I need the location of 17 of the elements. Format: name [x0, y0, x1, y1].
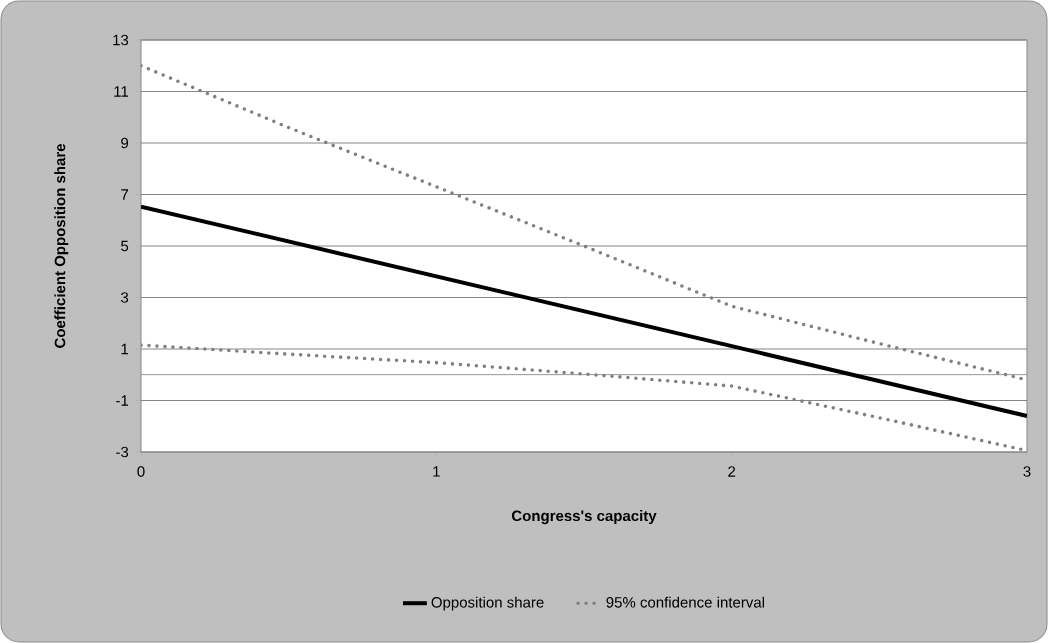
legend-label: Opposition share: [431, 596, 544, 611]
y-tick-label: 13: [113, 34, 129, 46]
y-tick-label: 5: [121, 240, 129, 252]
x-tick-label: 0: [137, 466, 145, 477]
x-tick-label: 3: [1023, 466, 1031, 477]
y-tick-label: 3: [121, 292, 129, 303]
y-tick-label: 11: [114, 86, 129, 97]
y-tick-label: -1: [116, 395, 129, 406]
y-axis-title: Coefficient Opposition share: [54, 144, 69, 348]
y-tick-label: 1: [121, 343, 129, 355]
x-tick-label: 1: [433, 466, 440, 477]
y-tick-label: 7: [121, 189, 129, 200]
x-tick-label: 2: [728, 466, 736, 477]
x-axis-title: Congress's capacity: [511, 510, 657, 525]
y-tick-label: 9: [121, 137, 129, 149]
legend-label: 95% confidence interval: [606, 596, 764, 608]
y-tick-label: -3: [116, 446, 129, 458]
